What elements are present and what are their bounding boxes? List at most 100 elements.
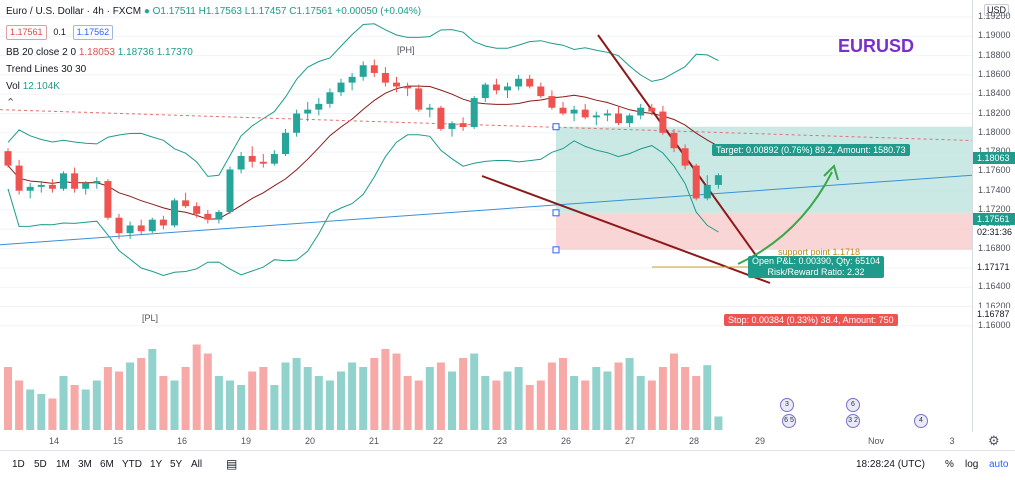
volume-legend[interactable]: Vol 12.104K [6, 81, 60, 92]
candle-body [537, 86, 545, 97]
time-axis-label: 20 [304, 436, 316, 446]
price-tick-label: 1.19200 [978, 11, 1011, 21]
price-tick-label: 1.16000 [978, 319, 1011, 330]
volume-bar [159, 376, 168, 430]
volume-bar [470, 353, 479, 430]
position-handle[interactable] [552, 209, 560, 217]
stop-label[interactable]: Stop: 0.00384 (0.33%) 38.4, Amount: 750 [724, 314, 898, 326]
economic-event-icon[interactable]: 3 [780, 398, 794, 412]
target-label[interactable]: Target: 0.00892 (0.76%) 89.2, Amount: 15… [712, 144, 910, 156]
volume-bar [137, 358, 146, 430]
range-1m[interactable]: 1M [56, 459, 70, 470]
volume-bar [126, 362, 135, 430]
sell-price-button[interactable]: 1.17561 [6, 25, 47, 40]
volume-bar [170, 380, 179, 430]
candle-body [104, 181, 112, 218]
candle-body [692, 165, 700, 199]
candle-body [703, 184, 711, 199]
range-1y[interactable]: 1Y [150, 459, 163, 470]
candle-body [404, 86, 412, 89]
range-5d[interactable]: 5D [34, 459, 47, 470]
price-chart[interactable] [0, 0, 972, 432]
volume-bar [70, 385, 79, 430]
candle-body [182, 200, 190, 207]
candle-body [171, 200, 178, 226]
candle-body [581, 109, 589, 118]
utc-clock[interactable]: 18:28:24 (UTC) [856, 459, 925, 470]
position-handle[interactable] [552, 123, 560, 131]
candle-body [282, 132, 289, 155]
candle-body [526, 78, 534, 87]
auto-toggle[interactable]: auto [989, 459, 1009, 470]
symbol-title[interactable]: Euro / U.S. Dollar · 4h · FXCM [6, 6, 142, 17]
volume-bar [514, 367, 523, 430]
last-price-tag: 1.17561 [973, 213, 1015, 225]
time-axis-label: 29 [754, 436, 766, 446]
time-axis-label: 19 [240, 436, 252, 446]
candle-body [648, 107, 656, 112]
candle-body [93, 181, 101, 183]
log-toggle[interactable]: log [965, 459, 979, 470]
high-value: H1.17563 [198, 6, 242, 17]
bb-upper-value: 1.18736 [117, 47, 154, 58]
candle-body [126, 225, 134, 234]
collapse-legend-icon[interactable]: ⌃ [6, 97, 16, 109]
volume-bar [270, 385, 279, 430]
open-pl-label: Open P&L: 0.00390, Qty: 65104 [752, 256, 881, 266]
economic-event-icon[interactable]: 4 [914, 414, 928, 428]
symbol-legend: Euro / U.S. Dollar · 4h · FXCM ● O1.1751… [6, 6, 421, 17]
target-price-tag: 1.18063 [973, 152, 1015, 164]
volume-bar [503, 371, 512, 430]
percent-toggle[interactable]: % [945, 459, 954, 470]
date-range-icon[interactable]: ▤ [226, 457, 238, 471]
volume-bar [581, 380, 590, 430]
candle-body [37, 184, 45, 187]
trendlines-legend[interactable]: Trend Lines 30 30 [6, 64, 86, 75]
time-axis-label: 28 [688, 436, 700, 446]
economic-event-icon[interactable]: 6 5 [782, 414, 796, 428]
currency-label[interactable]: USD [984, 4, 1010, 16]
candle-body [459, 123, 467, 128]
range-all[interactable]: All [191, 459, 203, 470]
candle-body [448, 123, 456, 129]
volume-bar [547, 362, 556, 430]
trend-support-line [0, 174, 972, 246]
pivot-high-label: [PH] [397, 45, 415, 55]
candle-body [215, 211, 223, 220]
volume-bar [370, 358, 379, 430]
price-tick-label: 1.17400 [978, 184, 1011, 195]
volume-bar [492, 380, 501, 430]
buy-price-button[interactable]: 1.17562 [72, 25, 114, 40]
position-handle[interactable] [552, 246, 560, 254]
time-axis-label: 23 [496, 436, 508, 446]
volume-bar [603, 371, 612, 430]
range-3m[interactable]: 3M [78, 459, 92, 470]
range-6m[interactable]: 6M [100, 459, 114, 470]
price-tick-label: 1.18000 [978, 126, 1011, 137]
market-status-icon: ● [143, 6, 150, 17]
range-5y[interactable]: 5Y [170, 459, 183, 470]
risk-reward-label: Risk/Reward Ratio: 2.32 [767, 267, 865, 277]
candle-body [226, 169, 234, 212]
candle-body [437, 107, 445, 129]
volume-bar [348, 362, 357, 430]
price-tick-label: 1.18400 [978, 88, 1011, 99]
range-1d[interactable]: 1D [12, 459, 25, 470]
candle-body [26, 186, 34, 191]
economic-event-icon[interactable]: 6 [846, 398, 860, 412]
candle-body [15, 165, 23, 191]
candle-body [304, 109, 312, 114]
position-info[interactable]: Open P&L: 0.00390, Qty: 65104 Risk/Rewar… [748, 256, 885, 278]
volume-bar [259, 367, 268, 430]
volume-bar [115, 371, 123, 430]
candle-body [337, 82, 345, 93]
volume-bar [48, 398, 57, 430]
range-ytd[interactable]: YTD [122, 459, 142, 470]
volume-bar [481, 376, 490, 430]
settings-gear-icon[interactable]: ⚙ [988, 433, 1000, 448]
economic-event-icon[interactable]: 3 2 [846, 414, 860, 428]
bb-legend[interactable]: BB 20 close 2 0 1.18053 1.18736 1.17370 [6, 47, 193, 58]
volume-bar [226, 380, 234, 430]
bb-lower-value: 1.17370 [156, 47, 193, 58]
